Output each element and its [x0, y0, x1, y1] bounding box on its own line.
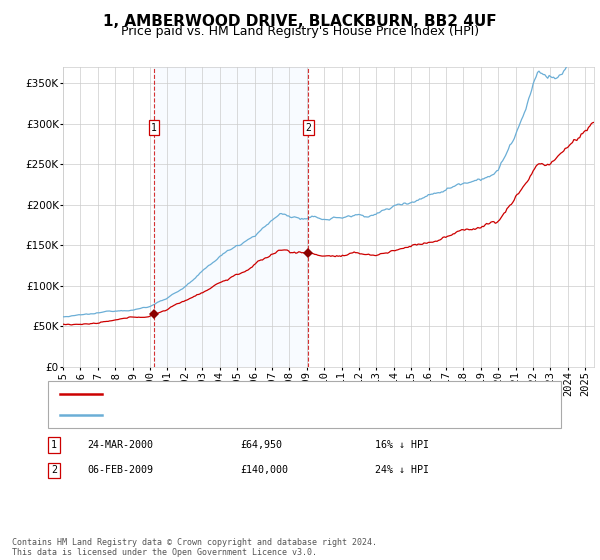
Text: £64,950: £64,950	[240, 440, 282, 450]
Text: 1, AMBERWOOD DRIVE, BLACKBURN, BB2 4UF: 1, AMBERWOOD DRIVE, BLACKBURN, BB2 4UF	[103, 14, 497, 29]
Text: Price paid vs. HM Land Registry's House Price Index (HPI): Price paid vs. HM Land Registry's House …	[121, 25, 479, 38]
Text: 1: 1	[151, 123, 157, 133]
Text: 06-FEB-2009: 06-FEB-2009	[87, 465, 153, 475]
Text: 1, AMBERWOOD DRIVE, BLACKBURN, BB2 4UF (detached house): 1, AMBERWOOD DRIVE, BLACKBURN, BB2 4UF (…	[111, 389, 441, 399]
Text: 16% ↓ HPI: 16% ↓ HPI	[375, 440, 429, 450]
Text: 24-MAR-2000: 24-MAR-2000	[87, 440, 153, 450]
Text: £140,000: £140,000	[240, 465, 288, 475]
Text: 2: 2	[305, 123, 311, 133]
Bar	[154, 67, 308, 367]
Text: 2: 2	[51, 465, 57, 475]
Text: 24% ↓ HPI: 24% ↓ HPI	[375, 465, 429, 475]
Text: HPI: Average price, detached house, Blackburn with Darwen: HPI: Average price, detached house, Blac…	[111, 410, 453, 420]
Text: 1: 1	[51, 440, 57, 450]
Text: Contains HM Land Registry data © Crown copyright and database right 2024.
This d: Contains HM Land Registry data © Crown c…	[12, 538, 377, 557]
